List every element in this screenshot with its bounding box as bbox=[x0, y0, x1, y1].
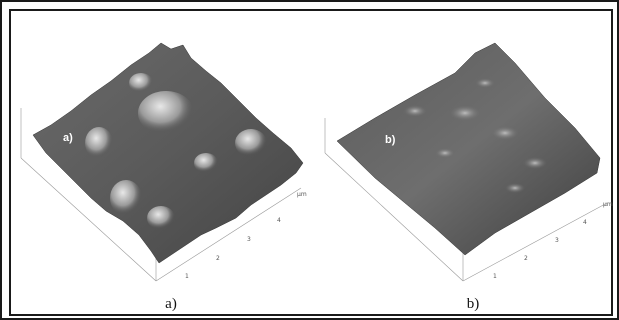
unit-b: µm bbox=[603, 201, 613, 208]
surface-a bbox=[32, 42, 304, 264]
figure-panel: a) 1 2 3 4 µm bbox=[9, 9, 613, 316]
tick-b-2: 2 bbox=[524, 255, 528, 262]
tick-a-1: 1 bbox=[185, 273, 189, 280]
afm-surface-image-b: b) 1 2 3 4 µm bbox=[324, 42, 613, 282]
caption-b: b) bbox=[466, 296, 480, 312]
tick-a-3: 3 bbox=[247, 236, 251, 243]
tick-a-2: 2 bbox=[216, 255, 220, 262]
tick-b-4: 4 bbox=[583, 219, 587, 226]
afm-surface-image-a: a) 1 2 3 4 µm bbox=[20, 42, 307, 282]
surface-b bbox=[336, 42, 601, 256]
unit-a: µm bbox=[297, 191, 307, 198]
tick-b-1: 1 bbox=[493, 273, 497, 280]
tick-b-3: 3 bbox=[555, 237, 559, 244]
panel-a-tag: a) bbox=[63, 132, 73, 144]
panel-b-tag: b) bbox=[385, 134, 396, 146]
caption-a: a) bbox=[165, 296, 177, 312]
tick-a-4: 4 bbox=[277, 217, 281, 224]
